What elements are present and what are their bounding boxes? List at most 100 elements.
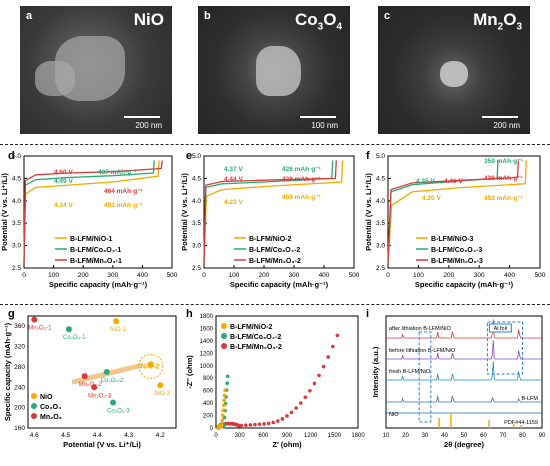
y-tick-label: 3.0 <box>192 243 201 250</box>
sem-title: Co3O4 <box>294 10 342 33</box>
data-point <box>239 423 244 428</box>
y-tick-label: 0 <box>210 426 214 432</box>
y-tick-label: 1200 <box>200 351 214 357</box>
x-tick-label: 200 <box>78 272 89 279</box>
point-label: Mn₂O₃-3 <box>88 393 112 399</box>
y-tick-label: 400 <box>203 401 214 407</box>
panel-label: c <box>384 10 391 22</box>
y-tick-label: 2.5 <box>192 265 201 272</box>
x-tick-label: 1200 <box>304 433 318 439</box>
y-tick-label: 4.5 <box>192 175 201 182</box>
chart-d: 0 100 200 300 400 500 2.5 3.0 3.5 4.0 4.5 5.0 Specif… <box>0 153 178 289</box>
point-label: Co₃O₄-2 <box>101 378 124 384</box>
x-tick-label: 600 <box>258 433 269 439</box>
legend-label: Co₃O₄ <box>40 404 61 411</box>
y-axis-label: Intensity (a.u.) <box>371 346 380 397</box>
x-tick-label: 500 <box>535 272 546 279</box>
sem-image-co3o4: b Co3O4 100 nm <box>198 6 350 134</box>
y-tick-label: 2.5 <box>376 265 385 272</box>
data-point <box>220 418 225 423</box>
x-tick-label: 0 <box>386 272 390 279</box>
x-tick-label: 4.4 <box>93 432 102 439</box>
annotation: 4.41 V <box>444 178 463 185</box>
data-point <box>248 423 253 427</box>
scale-bar <box>124 116 160 118</box>
data-point <box>308 388 312 393</box>
data-point <box>222 398 226 403</box>
x-axis-label: Specific capacity (mAh·g⁻¹) <box>230 280 329 289</box>
data-point <box>262 422 266 426</box>
annotation: 438 mAh·g⁻¹ <box>282 176 321 183</box>
data-point <box>81 373 88 380</box>
y-axis-label: Potential (V vs. Li⁺/Li) <box>180 173 189 251</box>
sem-image-mn2o3: c Mn2O3 200 nm <box>378 6 530 134</box>
panel-label: e <box>186 150 193 162</box>
y-tick-label: 3.0 <box>12 243 21 250</box>
legend-marker <box>31 413 37 419</box>
y-tick-label: 3.5 <box>12 220 21 227</box>
x-tick-label: 500 <box>349 272 360 279</box>
plot-frame <box>23 155 173 269</box>
scale-text: 200 nm <box>493 121 520 130</box>
trace-label: B-LFM <box>522 396 539 402</box>
data-point <box>276 419 280 423</box>
annotation: 4.35 V <box>416 178 435 185</box>
data-point <box>31 316 38 323</box>
x-tick-label: 100 <box>413 272 424 279</box>
annotation: 4.49 V <box>54 178 73 185</box>
data-point <box>294 406 298 410</box>
plot-frame <box>387 155 541 269</box>
y-tick-label: 4.0 <box>376 198 385 205</box>
legend-marker <box>221 343 227 349</box>
chart-g: 4.6 4.5 4.4 4.3 4.2 160 200 240 280 320 360 Potenti… <box>3 315 177 449</box>
y-tick-label: 200 <box>14 405 25 412</box>
y-tick-label: 1800 <box>200 314 214 320</box>
series-line <box>387 160 520 264</box>
divider <box>0 144 550 145</box>
plot-frame <box>385 315 543 429</box>
x-tick-label: 300 <box>474 272 485 279</box>
x-axis-label: Specific capacity (mAh·g⁻¹) <box>49 280 148 289</box>
x-axis-label: Potential (V vs. Li⁺/Li) <box>63 440 141 449</box>
x-tick-label: 500 <box>167 272 178 279</box>
highlight-circle <box>138 353 164 379</box>
data-point <box>321 364 326 369</box>
panel-label: f <box>366 150 370 162</box>
y-tick-label: 240 <box>14 384 25 391</box>
legend-label: B-LFM/Mn₂O₃-2 <box>230 344 282 351</box>
y-tick-label: 320 <box>14 344 25 351</box>
legend-label: B-LFM/NiO-1 <box>70 236 112 243</box>
trace-label: before lithiation B-LFM/NiO <box>389 348 456 354</box>
y-tick-label: 5.0 <box>12 153 21 160</box>
plot-frame <box>215 315 359 429</box>
data-point <box>225 374 230 379</box>
x-tick-label: 10 <box>383 433 390 439</box>
data-point <box>330 344 335 349</box>
x-tick-label: 40 <box>441 433 448 439</box>
label-box <box>488 323 512 333</box>
particle <box>35 61 75 96</box>
chart-h: 0 300 600 900 1200 1500 1800 0 200 400 600 800 1000 1… <box>185 314 365 449</box>
y-tick-label: 1000 <box>200 364 214 370</box>
point-label: NiO-1 <box>110 327 126 333</box>
legend-label: NiO <box>40 394 53 401</box>
legend-label: B-LFM/Co₃O₄-2 <box>230 334 281 341</box>
x-tick-label: 90 <box>539 433 546 439</box>
annotation: 452 mAh·g⁻¹ <box>484 195 523 202</box>
trace-line <box>386 340 542 360</box>
data-point <box>220 413 225 418</box>
scale-text: 200 nm <box>135 121 162 130</box>
annotation: 459 mAh·g⁻¹ <box>282 194 321 201</box>
data-point <box>312 381 317 386</box>
highlight-box <box>418 331 432 423</box>
x-tick-label: 100 <box>48 272 59 279</box>
x-tick-label: 60 <box>480 433 487 439</box>
y-tick-label: 3.5 <box>376 220 385 227</box>
data-point <box>103 369 110 375</box>
data-point <box>113 318 120 325</box>
series-line <box>203 160 337 264</box>
chart-i: 10 20 30 40 50 60 70 80 90 2θ (degree) Intensity (… <box>371 315 546 449</box>
point-label: Co₃O₄-3 <box>107 409 130 415</box>
annotation: 437 mAh·g⁻¹ <box>98 169 137 176</box>
annotation: 464 mAh·g⁻¹ <box>104 188 143 195</box>
